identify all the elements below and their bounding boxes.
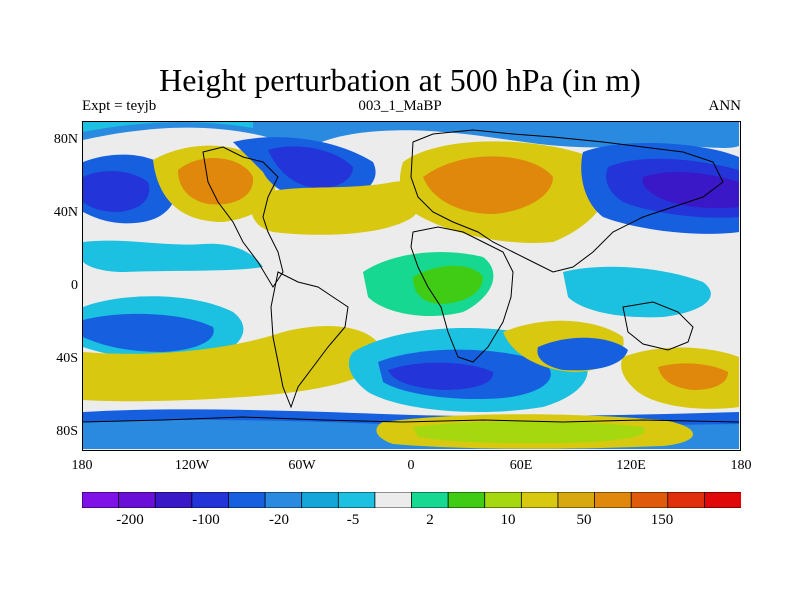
x-tick-label: 120E [616, 458, 646, 473]
experiment-label: Expt = teyjb [82, 98, 157, 114]
contour-fields [83, 122, 739, 449]
colorbar-swatch [337, 492, 376, 508]
colorbar-label: 150 [650, 512, 674, 528]
y-tick-label: 40N [53, 205, 78, 220]
colorbar-label: -200 [116, 512, 144, 528]
colorbar-swatch [301, 492, 340, 508]
colorbar-label: -20 [269, 512, 289, 528]
season-label: ANN [708, 98, 742, 114]
colorbar-label: 50 [576, 512, 592, 528]
colorbar-swatch [154, 492, 193, 508]
colorbar-swatch [228, 492, 266, 508]
y-tick-label: 80S [56, 424, 78, 439]
colorbar [82, 492, 741, 508]
y-tick-label: 40S [56, 351, 78, 366]
colorbar-swatch [594, 492, 633, 508]
colorbar-swatch [630, 492, 669, 508]
colorbar-swatch [411, 492, 450, 508]
colorbar-swatch [667, 492, 706, 508]
map-plot [82, 121, 741, 451]
x-tick-label: 60W [288, 458, 316, 473]
case-label: 003_1_MaBP [358, 98, 442, 114]
colorbar-swatch [264, 492, 303, 508]
x-tick-label: 180 [71, 458, 93, 473]
colorbar-swatch [557, 492, 596, 508]
colorbar-label: 2 [426, 512, 434, 528]
colorbar-label: 10 [500, 512, 516, 528]
colorbar-label: -5 [346, 512, 360, 528]
y-tick-label: 0 [71, 278, 78, 293]
y-tick-label: 80N [53, 132, 78, 147]
colorbar-swatch [118, 492, 157, 508]
colorbar-swatch [82, 492, 120, 508]
x-tick-label: 180 [730, 458, 752, 473]
x-tick-label: 0 [407, 458, 415, 473]
colorbar-swatch [703, 492, 741, 508]
colorbar-swatch [191, 492, 230, 508]
colorbar-swatch [447, 492, 486, 508]
colorbar-swatch [520, 492, 559, 508]
x-tick-label: 120W [174, 458, 210, 473]
colorbar-label: -100 [192, 512, 220, 528]
coastlines [83, 129, 739, 423]
x-tick-label: 60E [509, 458, 533, 473]
colorbar-swatch [374, 492, 413, 508]
chart-title: Height perturbation at 500 hPa (in m) [159, 62, 641, 98]
colorbar-swatch [484, 492, 523, 508]
